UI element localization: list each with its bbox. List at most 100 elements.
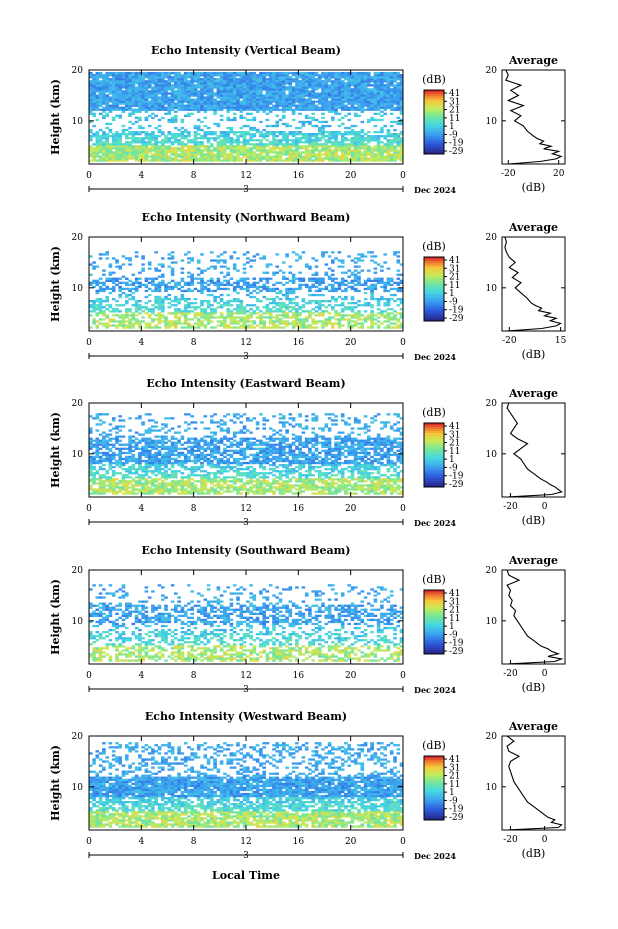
heatmap-cell (353, 100, 358, 103)
heatmap-cell (308, 98, 312, 101)
heatmap-cell (285, 295, 289, 299)
heatmap-cell (331, 133, 335, 136)
heatmap-cell (363, 104, 368, 107)
heatmap-cell (314, 289, 319, 293)
heatmap-cell (252, 104, 257, 107)
heatmap-cell (386, 139, 391, 142)
heatmap-cell (141, 74, 145, 77)
heatmap-cell (147, 277, 152, 280)
heatmap-cell (370, 139, 374, 142)
heatmap-cell (275, 265, 279, 268)
heatmap-cell (396, 102, 401, 105)
heatmap-cell (272, 84, 276, 87)
heatmap-cell (282, 110, 286, 113)
heatmap-cell (98, 157, 103, 160)
heatmap-cell (190, 306, 194, 309)
heatmap-cell (167, 281, 172, 284)
heatmap-cell (121, 326, 126, 329)
heatmap-cell (252, 157, 257, 160)
heatmap-cell (272, 135, 276, 138)
heatmap-cell (125, 88, 129, 91)
heatmap-cell (147, 133, 152, 136)
heatmap-cell (265, 74, 270, 77)
heatmap-cell (111, 298, 116, 301)
profile-x-tick-label: 20 (553, 169, 565, 179)
heatmap-cell (259, 92, 263, 95)
heatmap-cell (102, 484, 106, 487)
heatmap-cell (380, 92, 384, 95)
heatmap-cell (318, 84, 322, 87)
heatmap-cell (236, 143, 240, 146)
heatmap-cell (272, 151, 276, 154)
heatmap-cell (373, 88, 378, 91)
heatmap-cell (144, 82, 149, 85)
heatmap-cell (321, 106, 325, 109)
heatmap-cell (249, 151, 253, 154)
heatmap-cell (314, 149, 319, 152)
heatmap-cell (265, 289, 270, 293)
heatmap-cell (291, 289, 296, 293)
heatmap-cell (223, 251, 227, 254)
heatmap-cell (396, 74, 401, 77)
heatmap-cell (95, 459, 100, 463)
heatmap-cell (380, 153, 384, 156)
heatmap-cell (141, 269, 145, 272)
heatmap-cell (92, 90, 96, 93)
heatmap-cell (174, 314, 178, 317)
heatmap-cell (128, 141, 132, 144)
heatmap-cell (324, 310, 329, 313)
heatmap-cell (324, 153, 329, 156)
heatmap-cell (210, 289, 214, 293)
heatmap-cell (295, 151, 299, 154)
heatmap-cell (249, 128, 253, 132)
heatmap-cell (98, 135, 103, 138)
heatmap-cell (393, 86, 397, 89)
heatmap-cell (167, 110, 172, 113)
heatmap-cell (229, 257, 234, 260)
heatmap-cell (383, 159, 387, 162)
heatmap-cell (92, 417, 96, 420)
heatmap-cell (128, 320, 132, 323)
heatmap-cell (239, 74, 244, 77)
heatmap-cell (321, 143, 325, 146)
colorbar-tick-label: 31 (449, 97, 460, 107)
heatmap-cell (265, 106, 270, 109)
heatmap-cell (151, 145, 155, 148)
panel-1: Echo Intensity (Vertical Beam)0 4 8 12 16 20 0… (49, 44, 566, 195)
heatmap-cell (239, 96, 244, 99)
heatmap-cell (386, 151, 391, 154)
heatmap-cell (105, 122, 109, 126)
heatmap-cell (108, 304, 113, 307)
heatmap-cell (265, 155, 270, 158)
heatmap-cell (121, 86, 126, 89)
heatmap-cell (324, 318, 329, 321)
heatmap-cell (344, 72, 348, 75)
colorbar-segment (424, 271, 444, 274)
heatmap-cell (151, 100, 155, 103)
heatmap-cell (154, 149, 158, 152)
heatmap-cell (350, 74, 355, 77)
heatmap-cell (154, 283, 158, 286)
heatmap-cell (144, 141, 149, 144)
heatmap-cell (183, 300, 188, 303)
heatmap-cell (386, 316, 391, 319)
heatmap-cell (219, 293, 224, 297)
heatmap-cell (183, 128, 188, 132)
heatmap-cell (255, 287, 260, 291)
heatmap-cell (291, 100, 296, 103)
heatmap-cell (102, 116, 106, 119)
heatmap-cell (396, 82, 401, 85)
heatmap-cell (170, 133, 175, 136)
heatmap-cell (285, 253, 289, 256)
heatmap-cell (255, 74, 260, 77)
heatmap-cell (102, 445, 106, 448)
heatmap-cell (393, 90, 397, 93)
heatmap-cell (147, 86, 152, 89)
heatmap-cell (102, 421, 106, 424)
heatmap-cell (252, 145, 257, 148)
heatmap-cell (236, 269, 240, 272)
heatmap-cell (118, 100, 122, 103)
heatmap-cell (95, 100, 100, 103)
heatmap-cell (376, 298, 381, 301)
heatmap-cell (161, 157, 165, 160)
